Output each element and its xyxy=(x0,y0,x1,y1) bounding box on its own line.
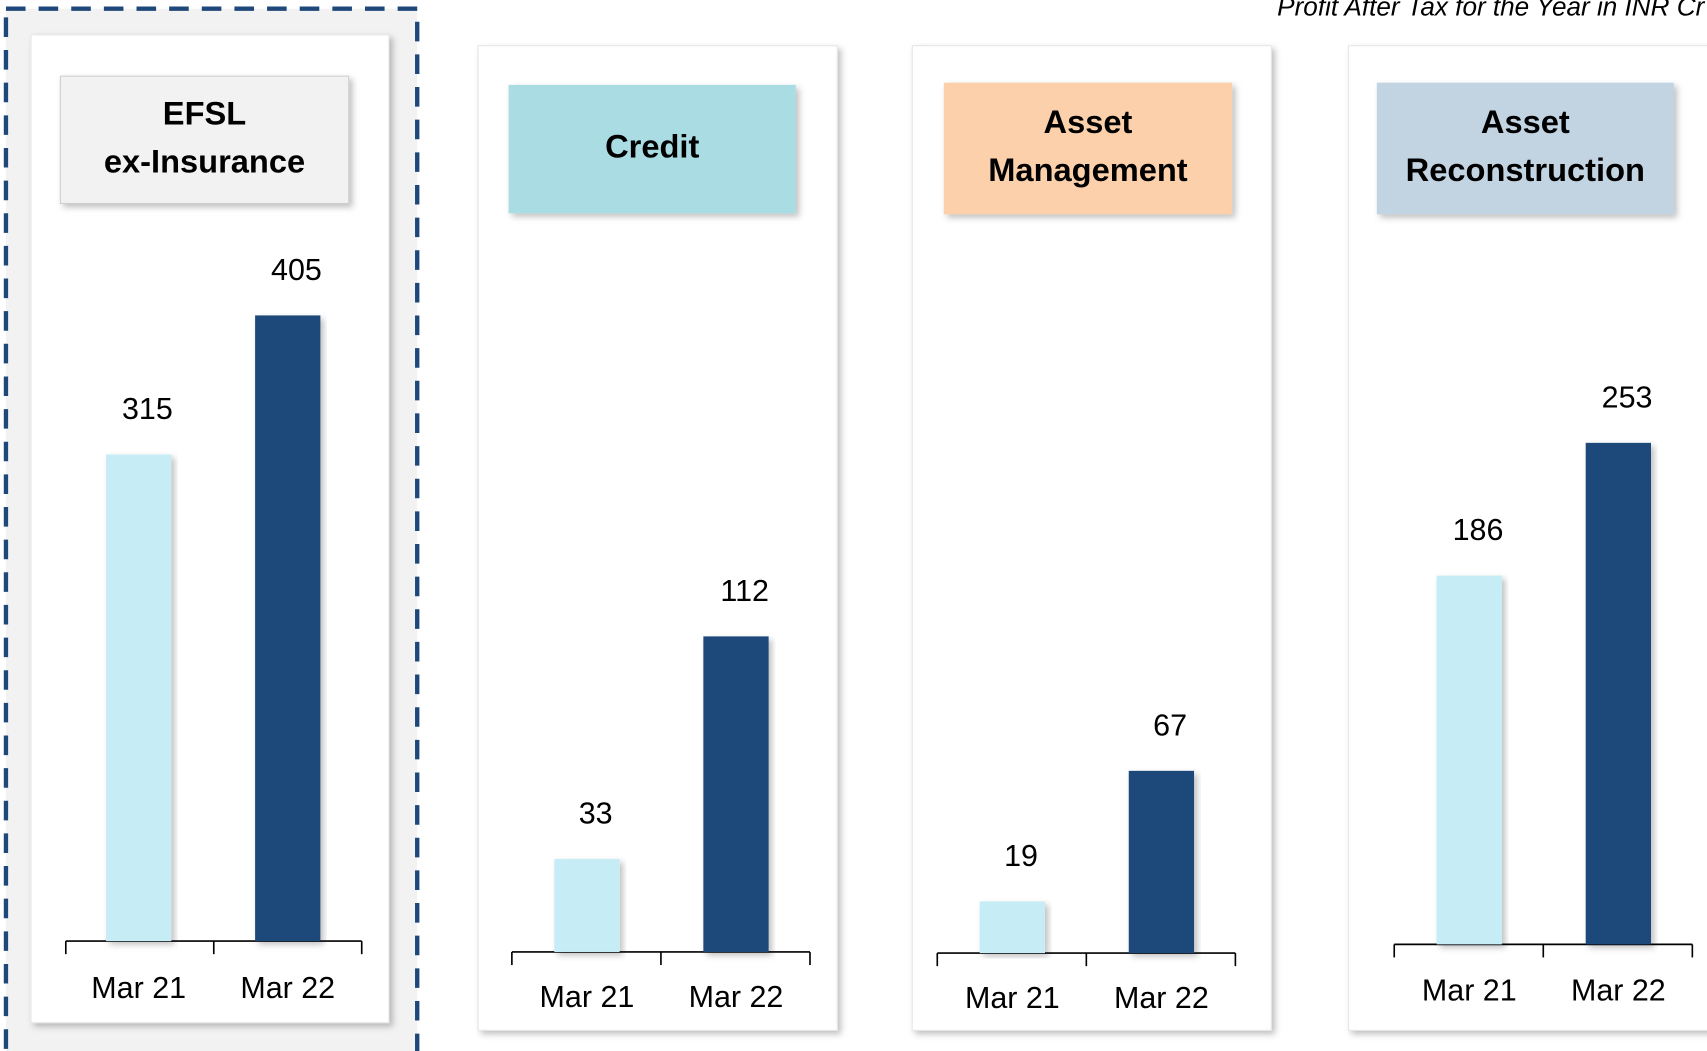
value-label: 67 xyxy=(1153,708,1187,742)
bar xyxy=(554,859,620,952)
x-tick-label: Mar 22 xyxy=(1114,981,1209,1015)
subtitle: Profit After Tax for the Year in INR Cr xyxy=(1277,0,1705,22)
x-tick-label: Mar 22 xyxy=(689,980,784,1014)
x-tick-label: Mar 21 xyxy=(965,981,1060,1015)
x-tick-label: Mar 21 xyxy=(540,980,635,1014)
value-label: 253 xyxy=(1602,380,1653,414)
header-box xyxy=(59,75,350,204)
x-tick-label: Mar 22 xyxy=(240,971,335,1005)
value-label: 19 xyxy=(1004,839,1038,873)
bar xyxy=(703,636,769,952)
panel-title: Reconstruction xyxy=(1406,151,1645,188)
bar xyxy=(979,901,1045,954)
panel-title: EFSL xyxy=(163,94,246,131)
value-label: 112 xyxy=(720,574,769,608)
value-label: 315 xyxy=(122,392,173,426)
panel-title: Management xyxy=(988,151,1188,188)
value-label: 186 xyxy=(1453,513,1504,547)
header-box xyxy=(508,84,796,214)
bar xyxy=(1436,575,1502,945)
panel-title: Asset xyxy=(1044,103,1133,140)
x-tick-label: Mar 21 xyxy=(91,971,186,1005)
x-tick-label: Mar 22 xyxy=(1571,973,1666,1007)
bar xyxy=(1128,770,1195,954)
bar xyxy=(255,315,321,942)
header-box xyxy=(1376,82,1674,215)
header-box xyxy=(943,82,1233,215)
panel-title: ex-Insurance xyxy=(104,142,305,179)
bar xyxy=(106,454,172,942)
panel-title: Credit xyxy=(605,128,699,165)
bar xyxy=(1585,442,1651,945)
x-tick-label: Mar 21 xyxy=(1422,973,1517,1007)
value-label: 405 xyxy=(271,253,322,287)
value-label: 33 xyxy=(579,797,613,831)
panel-title: Asset xyxy=(1481,103,1570,140)
